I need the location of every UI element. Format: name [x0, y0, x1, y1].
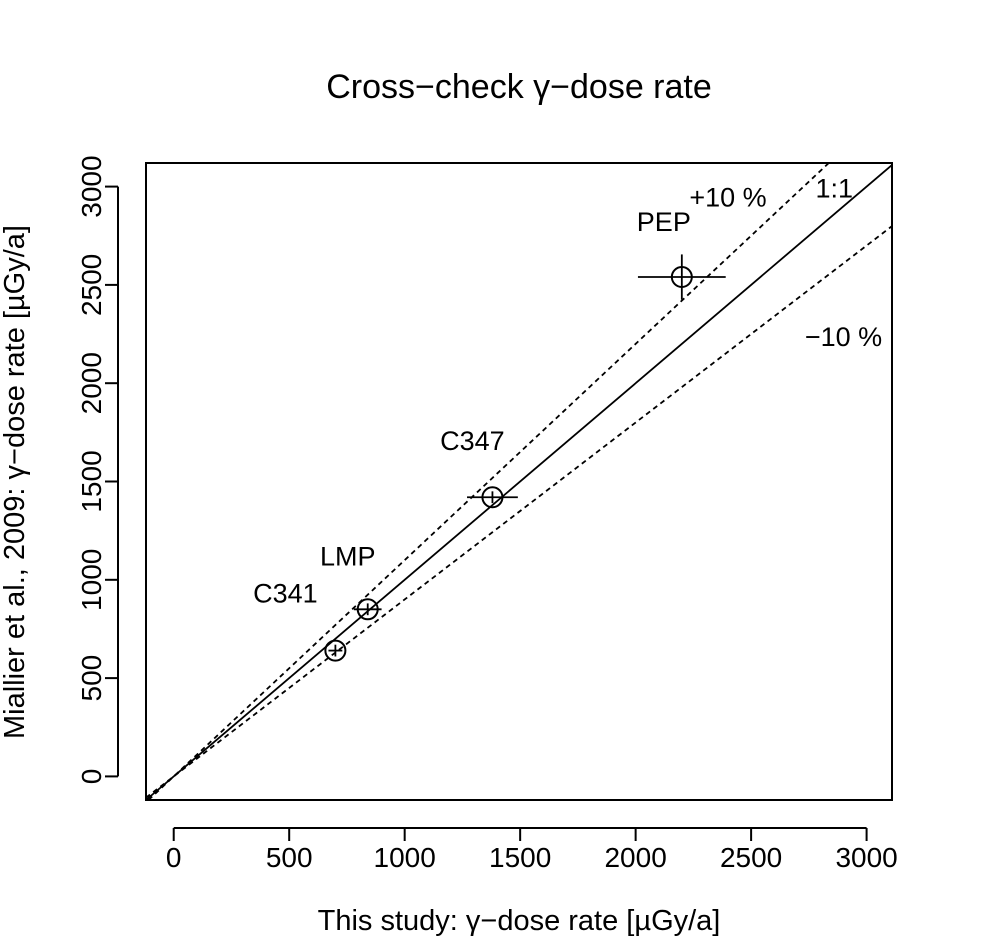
x-tick-label: 2500	[720, 842, 782, 873]
reference-line	[145, 164, 893, 801]
y-tick-label: 1500	[76, 450, 107, 512]
reference-line	[147, 162, 830, 801]
reference-line	[145, 225, 893, 799]
x-axis-label: This study: γ−dose rate [µGy/a]	[318, 905, 721, 937]
data-point	[481, 486, 504, 509]
data-point-label: PEP	[637, 207, 691, 237]
x-tick-label: 3000	[835, 842, 897, 873]
x-tick-label: 1500	[489, 842, 551, 873]
y-axis-label: Miallier et al., 2009: γ−dose rate [µGy/…	[0, 225, 31, 739]
x-tick-label: 0	[166, 842, 182, 873]
y-tick-label: 2500	[76, 254, 107, 316]
x-tick-label: 2000	[604, 842, 666, 873]
data-point-label: LMP	[320, 541, 376, 571]
reference-line-label: +10 %	[689, 182, 766, 212]
reference-line-label: 1:1	[815, 174, 853, 204]
chart-title: Cross−check γ−dose rate	[326, 68, 712, 106]
x-tick-label: 1000	[374, 842, 436, 873]
data-point-label: C341	[253, 579, 318, 609]
data-point-label: C347	[440, 426, 505, 456]
y-tick-label: 500	[76, 655, 107, 702]
data-point	[670, 266, 693, 289]
reference-lines: 1:1 +10 % −10 %	[145, 162, 893, 801]
x-tick-label: 500	[266, 842, 313, 873]
y-tick-label: 0	[76, 769, 107, 785]
reference-line-label: −10 %	[805, 322, 882, 352]
plot-frame	[145, 162, 893, 801]
y-tick-label: 2000	[76, 352, 107, 414]
data-point	[324, 639, 347, 662]
data-point	[356, 598, 379, 621]
y-tick-label: 3000	[76, 155, 107, 217]
y-axis: 0 500 1000 1500 2000 2500 3000	[76, 155, 119, 785]
y-tick-label: 1000	[76, 549, 107, 611]
x-axis: 0 500 1000 1500 2000 2500 3000	[166, 827, 898, 873]
